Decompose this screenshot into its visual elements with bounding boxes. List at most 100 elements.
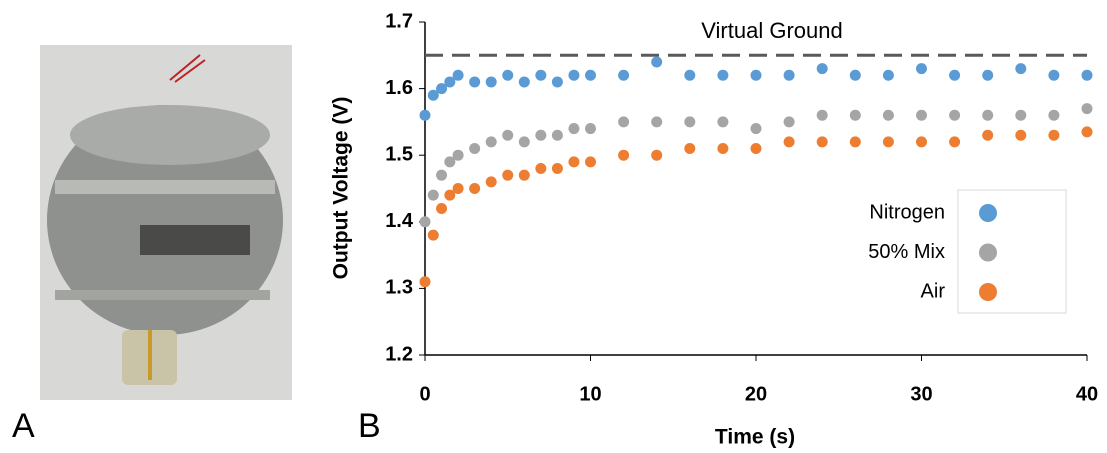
data-point — [551, 163, 563, 175]
data-point — [982, 69, 994, 81]
data-point — [1048, 69, 1060, 81]
data-point — [1081, 69, 1093, 81]
data-point — [651, 149, 663, 161]
data-point — [717, 143, 729, 155]
data-point — [750, 143, 762, 155]
y-tick-label: 1.7 — [385, 10, 413, 32]
data-point — [684, 143, 696, 155]
data-point — [717, 69, 729, 81]
data-point — [849, 69, 861, 81]
photo — [40, 45, 292, 400]
data-point — [717, 116, 729, 128]
data-point — [502, 69, 514, 81]
sphere-band — [55, 180, 275, 194]
data-point — [1015, 109, 1027, 121]
data-point — [618, 116, 630, 128]
data-point — [485, 76, 497, 88]
data-point — [444, 156, 456, 168]
data-point — [427, 89, 439, 101]
data-point — [419, 216, 431, 228]
y-tick-label: 1.4 — [385, 210, 414, 232]
y-tick-label: 1.5 — [385, 143, 413, 165]
data-point — [949, 136, 961, 148]
data-point — [916, 109, 927, 121]
data-point — [849, 136, 861, 148]
x-tick-label: 30 — [910, 383, 932, 405]
reference-label: Virtual Ground — [701, 18, 842, 43]
legend-marker — [979, 283, 997, 301]
data-point — [469, 76, 481, 88]
y-axis-title: Output Voltage (V) — [330, 97, 353, 280]
data-point — [1081, 126, 1093, 138]
data-point — [485, 136, 497, 148]
data-point — [916, 136, 927, 148]
data-point — [436, 83, 448, 95]
data-point — [436, 169, 448, 181]
y-tick-label: 1.6 — [385, 77, 413, 99]
data-point — [1015, 63, 1027, 75]
data-point — [585, 156, 596, 168]
data-point — [444, 189, 456, 201]
x-tick-label: 20 — [745, 383, 767, 405]
data-point — [651, 56, 663, 68]
data-point — [535, 69, 547, 81]
legend-label: Air — [921, 280, 946, 302]
data-point — [427, 229, 439, 241]
data-point — [551, 76, 563, 88]
legend-marker — [979, 204, 997, 222]
data-point — [982, 129, 994, 141]
legend-label: 50% Mix — [868, 241, 945, 263]
data-point — [949, 109, 961, 121]
data-point — [882, 69, 894, 81]
data-point — [568, 69, 580, 81]
data-point — [518, 169, 530, 181]
data-point — [535, 163, 547, 175]
data-point — [849, 109, 861, 121]
data-point — [783, 136, 795, 148]
data-point — [816, 109, 828, 121]
y-tick-label: 1.3 — [385, 277, 413, 299]
data-point — [750, 69, 762, 81]
data-point — [452, 183, 464, 194]
data-point — [419, 109, 431, 121]
data-point — [882, 136, 894, 148]
data-point — [750, 123, 762, 135]
x-axis-title: Time (s) — [715, 426, 795, 449]
data-point — [518, 136, 530, 148]
sphere — [47, 105, 283, 335]
sphere-cap — [70, 105, 270, 165]
data-point — [485, 176, 497, 188]
data-point — [1015, 129, 1027, 141]
data-point — [684, 116, 696, 128]
panel-label: B — [358, 407, 381, 445]
electrode — [140, 225, 250, 255]
data-point — [618, 149, 630, 161]
x-tick-label: 10 — [579, 383, 601, 405]
data-point — [816, 63, 828, 75]
data-point — [982, 109, 994, 121]
data-point — [452, 149, 464, 161]
x-tick-label: 40 — [1076, 383, 1098, 405]
data-point — [469, 183, 481, 194]
x-tick-label: 0 — [419, 383, 430, 405]
data-point — [469, 143, 481, 155]
data-point — [816, 136, 828, 148]
data-point — [452, 69, 464, 81]
data-point — [585, 69, 596, 81]
legend-marker — [979, 243, 997, 262]
data-point — [444, 76, 456, 88]
data-point — [568, 156, 580, 168]
data-point — [783, 69, 795, 81]
data-point — [518, 76, 530, 88]
data-point — [551, 129, 563, 141]
data-point — [882, 109, 894, 121]
data-point — [427, 189, 439, 201]
data-point — [568, 123, 580, 135]
data-point — [502, 169, 514, 181]
data-point — [783, 116, 795, 128]
data-point — [651, 116, 663, 128]
data-point — [436, 202, 448, 214]
data-point — [684, 69, 696, 81]
y-tick-label: 1.2 — [385, 343, 413, 365]
